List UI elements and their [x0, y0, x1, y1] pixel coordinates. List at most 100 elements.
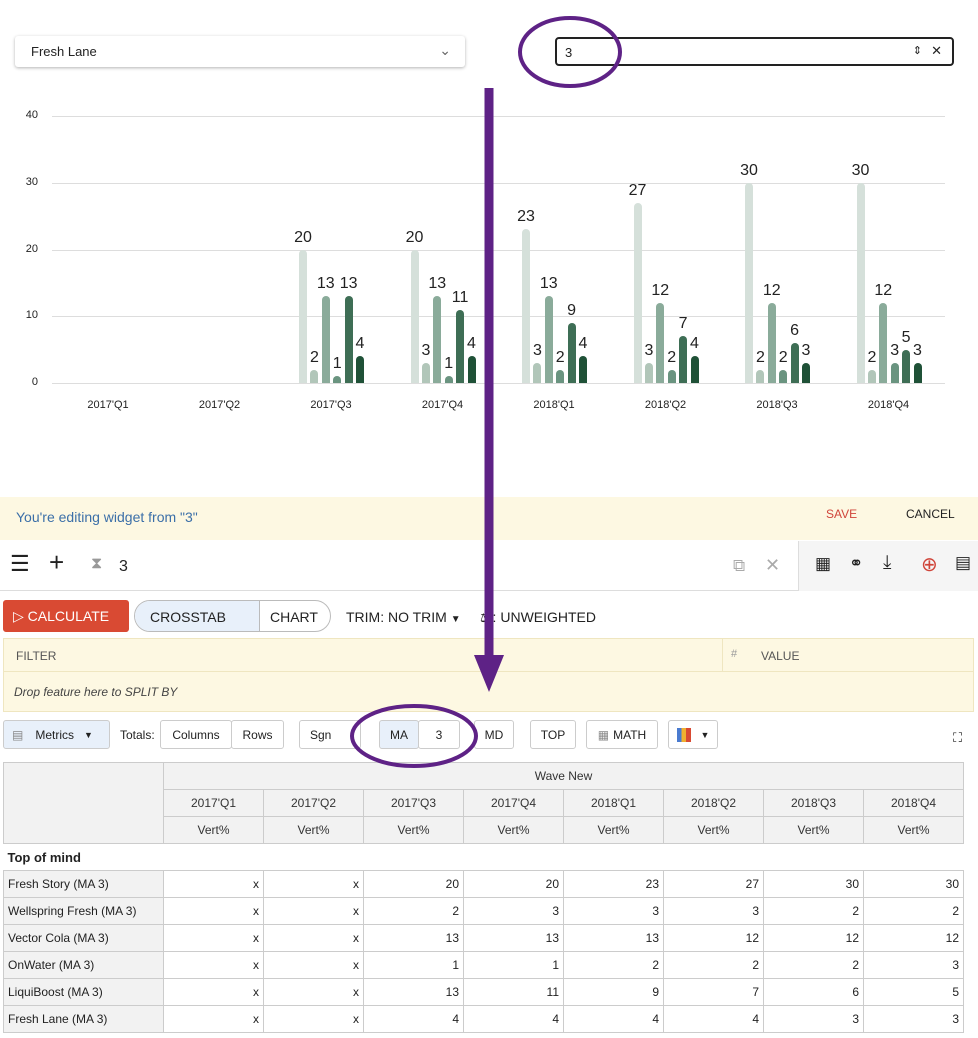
- row-label[interactable]: OnWater (MA 3): [3, 951, 164, 979]
- bar[interactable]: [433, 296, 442, 383]
- bar[interactable]: [356, 356, 364, 383]
- column-header[interactable]: 2018'Q1: [563, 789, 664, 817]
- bar[interactable]: [745, 182, 753, 383]
- totals-columns-button[interactable]: Columns: [160, 720, 232, 749]
- drop-zone[interactable]: Drop feature here to SPLIT BY: [14, 685, 178, 699]
- copy-icon[interactable]: ⧉: [733, 556, 746, 575]
- bar[interactable]: [779, 369, 788, 383]
- table-cell: 12: [663, 924, 764, 952]
- row-label[interactable]: Fresh Lane (MA 3): [3, 1005, 164, 1033]
- bar[interactable]: [299, 249, 307, 383]
- layout-icon[interactable]: ▦: [815, 554, 832, 573]
- clear-icon[interactable]: ✕: [931, 43, 942, 58]
- bar[interactable]: [333, 376, 342, 383]
- bar[interactable]: [544, 296, 553, 383]
- data-label: 3: [801, 341, 811, 359]
- bar[interactable]: [321, 296, 330, 383]
- bar[interactable]: [902, 349, 911, 383]
- column-header[interactable]: 2018'Q4: [863, 789, 964, 817]
- y-tick-label: 10: [25, 309, 38, 322]
- bar[interactable]: [444, 376, 453, 383]
- bar[interactable]: [567, 322, 576, 383]
- row-label[interactable]: LiquiBoost (MA 3): [3, 978, 164, 1006]
- bar[interactable]: [344, 296, 353, 383]
- metric-header: Vert%: [863, 816, 964, 844]
- column-header[interactable]: 2018'Q2: [663, 789, 764, 817]
- link-icon[interactable]: ⚭: [849, 554, 864, 573]
- bar[interactable]: [790, 342, 799, 383]
- md-button[interactable]: MD: [474, 720, 514, 749]
- bar[interactable]: [456, 309, 465, 383]
- bar[interactable]: [756, 369, 765, 383]
- table-cell: x: [163, 951, 264, 979]
- menu-icon[interactable]: ☰: [10, 551, 30, 576]
- add-icon[interactable]: +: [49, 547, 65, 577]
- data-label: 27: [628, 181, 647, 199]
- row-label[interactable]: Fresh Story (MA 3): [3, 870, 164, 898]
- table-cell: 23: [563, 870, 664, 898]
- bar[interactable]: [879, 302, 888, 383]
- save-button[interactable]: SAVE: [826, 507, 858, 521]
- ma-button[interactable]: MA: [379, 720, 419, 749]
- row-label[interactable]: Vector Cola (MA 3): [3, 924, 164, 952]
- column-header[interactable]: 2017'Q2: [263, 789, 364, 817]
- number-input[interactable]: 3 ⇕ ✕: [555, 37, 954, 66]
- ma-value-input[interactable]: 3: [418, 720, 460, 749]
- crosstab-button[interactable]: CROSSTAB ▼: [135, 601, 259, 631]
- color-scale-dropdown[interactable]: ▼: [668, 720, 718, 749]
- edit-banner: You're editing widget from "3" SAVE CANC…: [0, 497, 978, 540]
- bar[interactable]: [421, 362, 430, 383]
- bar[interactable]: [679, 336, 688, 383]
- bar[interactable]: [579, 356, 587, 383]
- weight-dropdown[interactable]: ⚖: UNWEIGHTED: [480, 609, 597, 625]
- bar[interactable]: [867, 369, 876, 383]
- trim-dropdown[interactable]: TRIM: NO TRIM ▼: [346, 609, 461, 625]
- brand-select[interactable]: Fresh Lane ⌄: [15, 36, 465, 67]
- row-label[interactable]: Wellspring Fresh (MA 3): [3, 897, 164, 925]
- table-cell: 4: [463, 1005, 564, 1033]
- bar[interactable]: [410, 249, 419, 383]
- bar[interactable]: [310, 369, 319, 383]
- top-button[interactable]: TOP: [530, 720, 576, 749]
- table-cell: 2: [363, 897, 464, 925]
- bar[interactable]: [802, 362, 810, 383]
- add-circle-icon[interactable]: ⊕: [921, 554, 938, 576]
- bar[interactable]: [522, 229, 530, 383]
- bar[interactable]: [856, 182, 865, 383]
- bar[interactable]: [467, 356, 476, 383]
- chart-button[interactable]: CHART: [259, 601, 328, 631]
- bar[interactable]: [890, 362, 899, 383]
- column-header[interactable]: 2017'Q4: [463, 789, 564, 817]
- bar[interactable]: [533, 362, 542, 383]
- filter-panel: FILTER # VALUE Drop feature here to SPLI…: [3, 638, 974, 712]
- bar[interactable]: [644, 362, 653, 383]
- x-tick-label: 2017'Q2: [198, 399, 241, 411]
- bar[interactable]: [767, 302, 776, 383]
- bar[interactable]: [913, 362, 922, 383]
- bar[interactable]: [633, 202, 642, 383]
- metrics-dropdown[interactable]: ▤ Metrics ▼: [3, 720, 110, 749]
- fullscreen-icon[interactable]: ⛶: [953, 730, 963, 745]
- column-header[interactable]: 2018'Q3: [763, 789, 864, 817]
- bar[interactable]: [667, 369, 676, 383]
- calculate-button[interactable]: ▷ CALCULATE: [3, 600, 129, 632]
- column-header[interactable]: 2017'Q3: [363, 789, 464, 817]
- data-label: 13: [539, 275, 558, 293]
- spinner-icon[interactable]: ⇕: [912, 45, 922, 57]
- bar[interactable]: [656, 302, 665, 383]
- storage-icon[interactable]: ▤: [955, 553, 972, 572]
- table-cell: x: [263, 870, 364, 898]
- column-header[interactable]: 2017'Q1: [163, 789, 264, 817]
- bar[interactable]: [556, 369, 565, 383]
- close-icon[interactable]: ✕: [765, 555, 781, 575]
- sgn-dropdown[interactable]: Sgn: [299, 720, 361, 749]
- calculator-icon: ▦: [597, 727, 610, 742]
- math-button[interactable]: ▦ MATH: [586, 720, 658, 749]
- totals-rows-button[interactable]: Rows: [231, 720, 284, 749]
- bar[interactable]: [690, 356, 699, 383]
- table-cell: x: [163, 978, 264, 1006]
- cancel-button[interactable]: CANCEL: [906, 507, 955, 521]
- metric-header: Vert%: [263, 816, 364, 844]
- table-cell: 11: [463, 978, 564, 1006]
- download-icon[interactable]: ⤓: [883, 552, 892, 573]
